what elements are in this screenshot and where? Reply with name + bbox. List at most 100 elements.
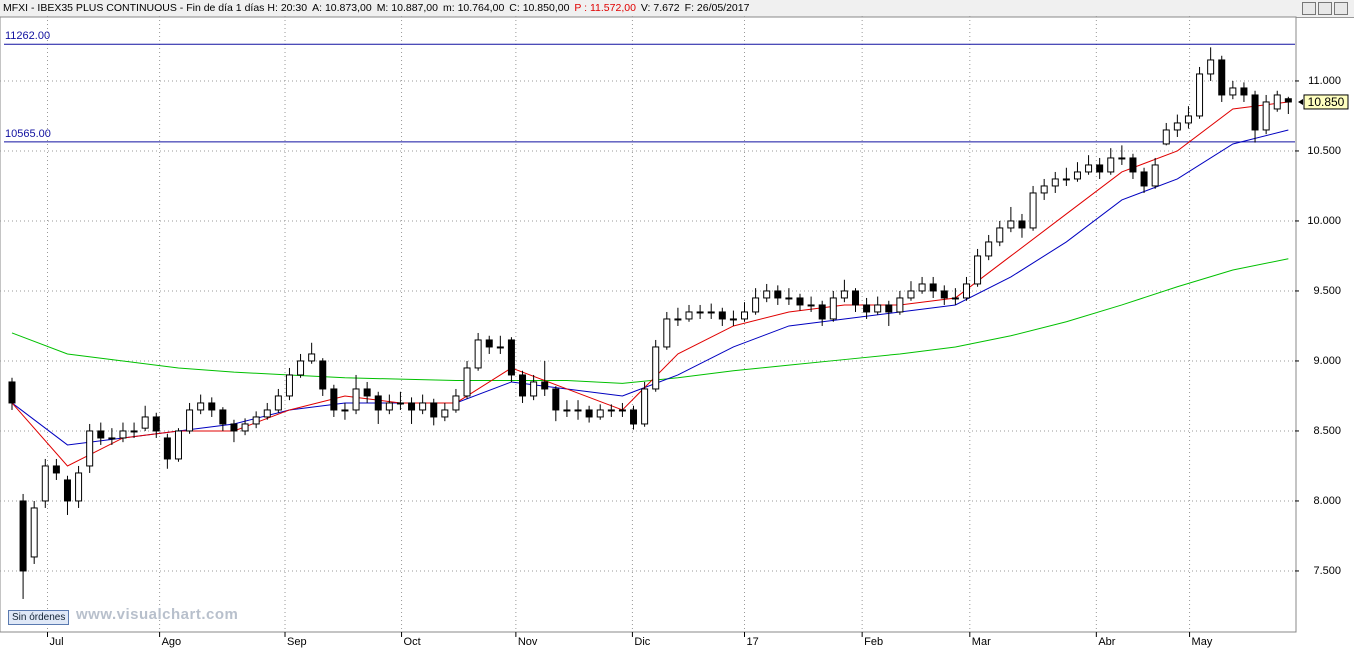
candle-body xyxy=(408,402,416,411)
candle-body xyxy=(1240,87,1248,96)
candle-body xyxy=(63,479,71,502)
moving-average xyxy=(11,258,1289,384)
header-item: V: 7.672 xyxy=(640,2,680,14)
candle-body xyxy=(396,402,404,405)
candle-body xyxy=(230,423,238,432)
last-price-box xyxy=(1303,94,1349,110)
candle-body xyxy=(519,374,527,397)
candle-body xyxy=(1085,164,1093,173)
candle-body xyxy=(385,402,393,411)
candle-body xyxy=(197,402,205,411)
candle-body xyxy=(330,388,338,411)
y-tick-label: 8.500 xyxy=(1313,425,1341,437)
candle-body xyxy=(552,388,560,411)
candle-body xyxy=(985,241,993,257)
minimize[interactable] xyxy=(1302,2,1316,15)
candle-body xyxy=(729,318,737,321)
candle-body xyxy=(30,507,38,558)
plot-frame xyxy=(0,16,1297,633)
level-label: 10565.00 xyxy=(5,128,51,140)
close[interactable] xyxy=(1334,2,1348,15)
x-tick-label: Feb xyxy=(864,636,883,648)
candle-body xyxy=(807,304,815,307)
x-tick-label: Ago xyxy=(162,636,182,648)
candle-body xyxy=(241,423,249,432)
candle-body xyxy=(1173,122,1181,131)
candle-body xyxy=(86,430,94,467)
candle-body xyxy=(419,402,427,411)
candle-body xyxy=(685,311,693,320)
candle-body xyxy=(263,409,271,418)
y-tick-label: 11.000 xyxy=(1308,75,1341,87)
candle-body xyxy=(341,409,349,412)
candle-body xyxy=(174,430,182,460)
candle-body xyxy=(763,290,771,299)
window-buttons[interactable] xyxy=(1302,2,1348,15)
x-tick-label: May xyxy=(1192,636,1213,648)
candle-body xyxy=(1151,164,1159,187)
candle-body xyxy=(41,465,49,502)
candle-body xyxy=(1251,94,1259,131)
x-tick-label: Nov xyxy=(518,636,538,648)
maximize[interactable] xyxy=(1318,2,1332,15)
candle-body xyxy=(1184,115,1192,124)
header-item: M: 10.887,00 xyxy=(376,2,438,14)
candle-body xyxy=(474,339,482,369)
moving-average xyxy=(11,101,1289,467)
candle-body xyxy=(163,437,171,460)
moving-average xyxy=(11,129,1289,446)
header-bar: MFXI - IBEX35 PLUS CONTINUOUS - Fin de d… xyxy=(0,0,1354,18)
candle-body xyxy=(752,297,760,313)
candle-body xyxy=(696,311,704,314)
candle-body xyxy=(1107,157,1115,173)
y-tick-label: 9.000 xyxy=(1313,355,1341,367)
candle-body xyxy=(874,304,882,313)
candle-body xyxy=(97,430,105,439)
candle-body xyxy=(596,409,604,418)
x-tick-label: Jul xyxy=(50,636,64,648)
header-item: m: 10.764,00 xyxy=(442,2,505,14)
candle-body xyxy=(840,290,848,299)
candle-body xyxy=(308,353,316,362)
candle-body xyxy=(319,360,327,390)
candle-body xyxy=(507,339,515,376)
candle-body xyxy=(851,290,859,306)
candle-body xyxy=(863,304,871,313)
header-item: P : 11.572,00 xyxy=(574,2,636,14)
candle-body xyxy=(463,367,471,397)
candle-body xyxy=(718,311,726,320)
candle-body xyxy=(152,416,160,432)
candle-body xyxy=(485,339,493,348)
x-tick-label: Sep xyxy=(287,636,307,648)
candle-body xyxy=(652,346,660,390)
candle-body xyxy=(1018,220,1026,229)
candle-body xyxy=(274,395,282,411)
candle-body xyxy=(1118,157,1126,160)
candle-body xyxy=(1051,178,1059,187)
candle-body xyxy=(907,290,915,299)
candle-body xyxy=(297,360,305,376)
x-tick-label: Mar xyxy=(972,636,991,648)
candle-body xyxy=(630,409,638,425)
candle-body xyxy=(741,311,749,320)
candle-body xyxy=(1062,178,1070,181)
candle-body xyxy=(940,290,948,299)
candle-body xyxy=(1007,220,1015,229)
candle-body xyxy=(52,465,60,474)
candle-body xyxy=(563,409,571,412)
candle-body xyxy=(585,409,593,418)
orders-button[interactable]: Sin órdenes xyxy=(8,610,70,625)
header-item: H: 20:30 xyxy=(267,2,308,14)
x-tick-label: Abr xyxy=(1098,636,1115,648)
candle-body xyxy=(219,409,227,425)
y-tick-label: 7.500 xyxy=(1313,565,1341,577)
symbol: MFXI - IBEX35 PLUS CONTINUOUS - Fin de d… xyxy=(3,2,265,14)
candle-body xyxy=(618,409,626,412)
candle-body xyxy=(1029,192,1037,229)
candle-body xyxy=(75,472,83,502)
candle-body xyxy=(441,409,449,418)
candle-body xyxy=(785,297,793,300)
candle-body xyxy=(1162,129,1170,145)
candle-body xyxy=(1096,164,1104,173)
